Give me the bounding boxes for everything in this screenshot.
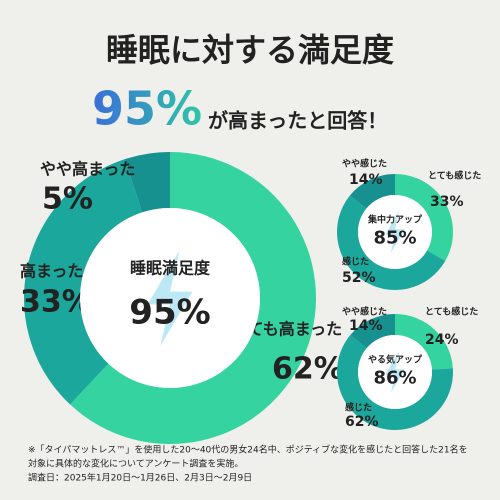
center-label: やる気アップ (368, 354, 423, 366)
footnote: ※「タイパマットレス™」を使用した20〜40代の男女24名中、ポジティブな変化を… (28, 444, 468, 456)
center-value: 86% (373, 368, 416, 389)
donut-segment (124, 152, 170, 213)
segment-value: 14% (349, 318, 383, 334)
donut-segment (395, 314, 453, 370)
segment-value: 14% (349, 172, 383, 188)
center-value: 85% (373, 228, 416, 249)
center-value: 95% (129, 293, 210, 333)
title: 睡眠に対する満足度 (106, 31, 394, 69)
headline-value: 95% (92, 82, 202, 136)
segment-label: 高まった (20, 262, 83, 281)
segment-value: 5% (42, 182, 93, 217)
segment-label: 感じた (342, 256, 369, 268)
donut-segment (336, 195, 446, 291)
bolt-icon (147, 250, 193, 346)
donut-segment (337, 335, 453, 431)
donut-segment (24, 159, 143, 405)
segment-value: 62% (272, 352, 344, 387)
headline-text: が高まったと回答！ (208, 109, 387, 133)
center-label: 睡眠満足度 (130, 259, 211, 278)
segment-label: とても感じた (425, 306, 478, 318)
segment-label: とても感じた (428, 170, 481, 182)
charts: とても高まった 62% 高まった 33% やや高まった 5% 睡眠満足度 95% とても感じた 3… (20, 152, 481, 444)
segment-value: 62% (345, 414, 379, 430)
bolt-icon (385, 211, 405, 253)
donut-segment (70, 152, 317, 444)
donut-segment (349, 174, 395, 209)
segment-label: 感じた (345, 402, 372, 414)
center-label: 集中力アップ (367, 214, 423, 226)
segment-value: 52% (342, 270, 376, 286)
segment-label: とても高まった (232, 320, 342, 339)
donut-segment (395, 174, 453, 261)
footnote: 対象に具体的な変化についてアンケート調査を実施。 (28, 458, 243, 470)
segment-label: やや感じた (342, 158, 387, 170)
segment-label: やや高まった (40, 160, 135, 179)
segment-value: 24% (425, 332, 459, 348)
segment-value: 33% (20, 285, 92, 320)
segment-label: やや感じた (342, 306, 387, 318)
bolt-icon (385, 351, 405, 393)
segment-value: 33% (430, 194, 464, 210)
donut-segment (350, 314, 395, 349)
footnote: 調査日：2025年1月20日〜1月26日、2月3日〜2月9日 (28, 472, 252, 484)
